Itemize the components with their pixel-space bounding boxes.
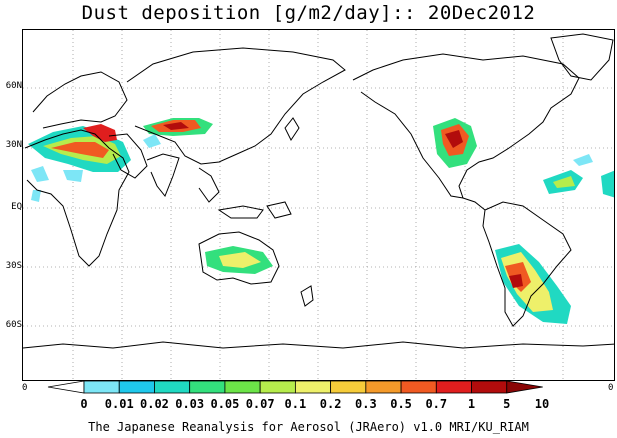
colorbar: [47, 380, 543, 394]
colorbar-tick-label: 0.2: [319, 397, 342, 411]
coastlines: [23, 33, 614, 349]
graticule: [23, 30, 614, 380]
colorbar-box: [154, 380, 191, 394]
colorbar-box: [435, 380, 472, 394]
map-canvas: [23, 30, 614, 380]
colorbar-box: [83, 380, 120, 394]
colorbar-left-edge-label: 0: [22, 383, 28, 393]
colorbar-arrow-right: [506, 380, 543, 394]
colorbar-tick-label: 0.1: [284, 397, 307, 411]
colorbar-arrow-left: [47, 380, 85, 394]
map-title: Dust deposition [g/m2/day]:: 20Dec2012: [81, 2, 536, 24]
colorbar-tick-label: 0.01: [104, 397, 134, 411]
colorbar-box: [400, 380, 437, 394]
colorbar-box: [259, 380, 296, 394]
colorbar-tick-label: 0: [80, 397, 88, 411]
colorbar-tick-label: 10: [534, 397, 550, 411]
lat-label-30n: 30N: [5, 140, 22, 150]
colorbar-tick-label: 0.5: [390, 397, 412, 411]
lat-label-30s: 30S: [5, 261, 22, 271]
colorbar-tick-label: 0.3: [355, 397, 377, 411]
colorbar-right-edge-label: 0: [608, 383, 614, 393]
colorbar-box: [330, 380, 367, 394]
lat-label-60n: 60N: [5, 81, 22, 91]
colorbar-tick-label: 0.07: [245, 397, 275, 411]
colorbar-tick-label: 5: [503, 397, 511, 411]
colorbar-box: [471, 380, 508, 394]
colorbar-box: [118, 380, 155, 394]
colorbar-tick-label: 0.02: [140, 397, 169, 411]
colorbar-tick-label: 0.05: [210, 397, 240, 411]
colorbar-tick-label: 1: [467, 397, 476, 411]
colorbar-box: [294, 380, 332, 394]
lat-label-eq: EQ: [11, 202, 22, 212]
colorbar-tick-label: 0.7: [425, 397, 448, 411]
colorbar-tick-label: 0.03: [175, 397, 205, 411]
colorbar-box: [365, 380, 402, 394]
colorbar-box: [224, 380, 261, 394]
lat-label-60s: 60S: [5, 320, 22, 330]
footer-credit: The Japanese Reanalysis for Aerosol (JRA…: [88, 420, 529, 434]
colorbar-box: [189, 380, 226, 394]
world-map: [22, 29, 615, 381]
